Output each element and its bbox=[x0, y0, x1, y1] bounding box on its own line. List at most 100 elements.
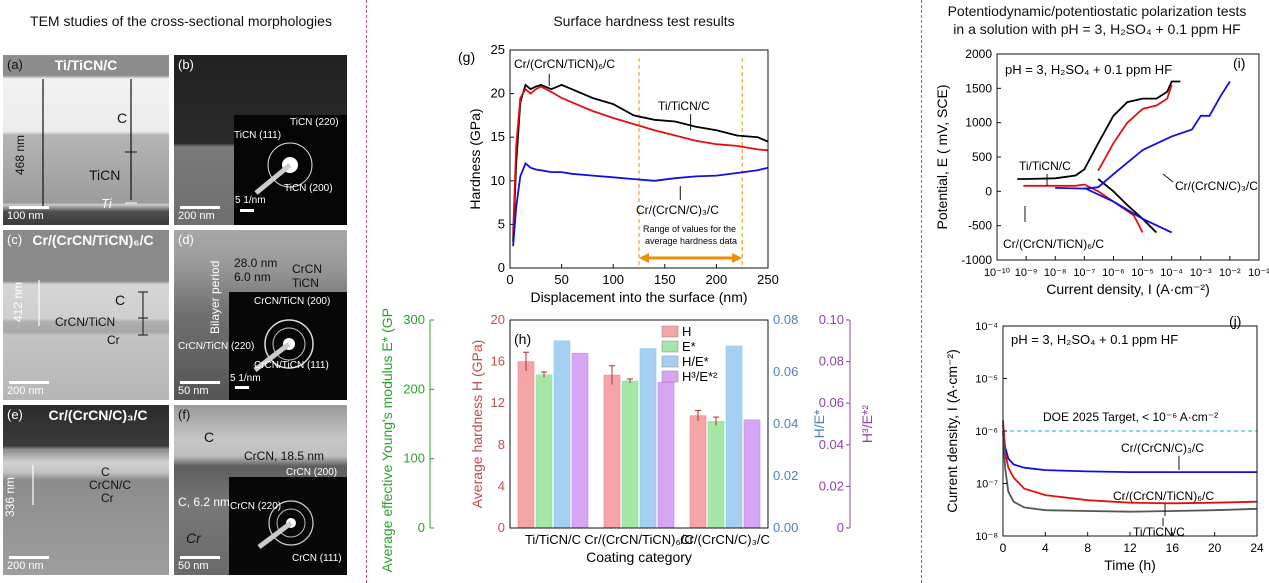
y-tick-label-i: -1000 bbox=[961, 253, 992, 267]
category-label-h: Ti/TiCN/C bbox=[525, 532, 581, 547]
x-tick-label-i: 10⁻⁶ bbox=[1102, 267, 1125, 279]
panel-label-g: (g) bbox=[458, 49, 475, 65]
tem-e-thickness: 336 nm bbox=[3, 476, 17, 517]
scale-bar-c bbox=[9, 381, 49, 384]
y-axis-label-h-H3E2: H³/E*² bbox=[859, 405, 875, 443]
tem-a-annotations bbox=[42, 79, 137, 207]
tem-panel-d: (d) Bilayer period 28.0 nm CrCN 6.0 nm T… bbox=[174, 230, 347, 400]
series-label-j-red: Cr/(CrCN/TiCN)₆/C bbox=[1113, 489, 1214, 503]
y-axis-label-i: Potential, E ( mV, SCE) bbox=[934, 85, 950, 230]
bar-E*-1 bbox=[621, 380, 639, 529]
y-tick-label-h-HE: 0.06 bbox=[773, 364, 798, 379]
chart-g-hardness: Range of values for the average hardness … bbox=[458, 42, 779, 305]
series-label-g-black: Ti/TiCN/C bbox=[658, 99, 710, 113]
x-tick-label-i: 10⁻¹ bbox=[1248, 267, 1269, 279]
chart-i-frame bbox=[996, 53, 1260, 261]
x-tick-label-i: 10⁻⁵ bbox=[1131, 267, 1154, 279]
tem-f-layer-c: C bbox=[204, 429, 215, 445]
y-tick-label-j: 10⁻⁵ bbox=[975, 374, 998, 386]
y-tick-label-g: 0 bbox=[498, 260, 505, 275]
y-tick-label-h-E: 0 bbox=[418, 520, 425, 535]
y-tick-label-j: 10⁻⁷ bbox=[976, 479, 998, 491]
range-arrowhead-left bbox=[639, 253, 649, 263]
y-tick-label-j: 10⁻⁶ bbox=[975, 426, 998, 438]
tem-c-layer-c: C bbox=[115, 292, 126, 308]
x-tick-label-j: 8 bbox=[1084, 541, 1091, 555]
tem-d-l1: CrCN bbox=[292, 262, 322, 276]
bar-H³/E*²-1 bbox=[657, 382, 675, 529]
panel-label-i: (i) bbox=[1233, 55, 1245, 71]
target-label-j: DOE 2025 Target, < 10⁻⁶ A·cm⁻² bbox=[1043, 410, 1218, 424]
tem-panel-e: (e) Cr/(CrCN/C)₃/C 336 nm C CrCN/C Cr 20… bbox=[3, 405, 169, 575]
x-tick-label-i: 10⁻¹⁰ bbox=[984, 267, 1011, 279]
saed-rings-f bbox=[257, 500, 314, 549]
annotation-j: pH = 3, H₂SO₄ + 0.1 ppm HF bbox=[1011, 332, 1178, 347]
y-tick-label-h-H: 8 bbox=[498, 437, 505, 452]
series-line-j-2 bbox=[1002, 430, 1258, 513]
y-tick-label-g: 25 bbox=[491, 42, 505, 57]
y-axis-label-h-H: Average hardness H (GPa) bbox=[469, 340, 485, 509]
scale-bar-f bbox=[180, 556, 220, 559]
x-tick-label-i: 10⁻⁹ bbox=[1015, 267, 1038, 279]
tem-c-annotations bbox=[38, 280, 148, 336]
saed-b-ring-220: TiCN (220) bbox=[290, 117, 339, 128]
section-title-tem: TEM studies of the cross-sectional morph… bbox=[30, 13, 332, 29]
panel-label-c: (c) bbox=[7, 232, 23, 247]
tem-f-layer-cr: Cr bbox=[186, 530, 201, 546]
series-label-g-blue: Cr/(CrCN/C)₃/C bbox=[636, 203, 719, 217]
x-tick-label-j: 0 bbox=[1000, 541, 1007, 555]
bar-H/E*-0 bbox=[553, 340, 571, 529]
legend-label-h: H³/E*² bbox=[682, 369, 718, 384]
y-tick-label-h-H3E2: 0.08 bbox=[819, 354, 844, 369]
saed-d-ring-220: CrCN/TiCN (220) bbox=[178, 341, 255, 352]
series-label-j-blue: Cr/(CrCN/C)₃/C bbox=[1121, 441, 1204, 455]
legend-swatch-h bbox=[661, 325, 679, 338]
y-axis-label-h-HE: H/E* bbox=[811, 409, 827, 438]
tem-panel-f: (f) C CrCN, 18.5 nm C, 6.2 nm Cr CrCN (2… bbox=[174, 405, 347, 575]
divider-left bbox=[366, 0, 367, 583]
saed-pattern-f bbox=[229, 477, 347, 575]
x-tick-label-g: 250 bbox=[757, 272, 779, 287]
x-axis-label-h: Coating category bbox=[586, 549, 692, 565]
y-tick-label-h-H3E2: 0 bbox=[837, 520, 844, 535]
panel-label-e: (e) bbox=[7, 407, 23, 422]
saed-f-ring-200: CrCN (200) bbox=[286, 467, 338, 478]
y-tick-label-h-H: 4 bbox=[498, 478, 505, 493]
x-axis-label-j: Time (h) bbox=[1104, 557, 1156, 573]
bar-H/E*-1 bbox=[639, 348, 657, 529]
panel-label-a: (a) bbox=[7, 57, 23, 72]
x-tick-label-g: 0 bbox=[506, 272, 513, 287]
section-title-polarization: Potentiodynamic/potentiostatic polarizat… bbox=[947, 3, 1247, 19]
x-tick-label-j: 20 bbox=[1208, 541, 1222, 555]
series-label-i-blue: Cr/(CrCN/C)₃/C bbox=[1175, 179, 1258, 193]
legend-swatch-h bbox=[661, 340, 679, 353]
saed-f-ring-220: CrCN (220) bbox=[230, 501, 282, 512]
scale-bar-a bbox=[9, 206, 49, 209]
y-tick-label-j: 10⁻⁸ bbox=[975, 531, 998, 543]
saed-pattern-d: 5 1/nm bbox=[229, 292, 347, 400]
x-tick-label-j: 12 bbox=[1123, 541, 1137, 555]
tem-f-c-thickness: C, 6.2 nm bbox=[178, 495, 231, 509]
y-tick-label-h-H3E2: 0.02 bbox=[819, 478, 844, 493]
series-line-g-0 bbox=[512, 83, 769, 242]
bar-H/E*-2 bbox=[725, 345, 743, 529]
tem-d-l2-value: 6.0 nm bbox=[234, 270, 271, 284]
y-tick-label-h-HE: 0.08 bbox=[773, 312, 798, 327]
saed-d-ring-200: CrCN/TiCN (200) bbox=[254, 296, 331, 307]
series-line-j-0 bbox=[1002, 424, 1257, 473]
bar-E*-2 bbox=[707, 420, 725, 529]
chart-g-frame bbox=[509, 49, 769, 269]
bar-H-2 bbox=[689, 415, 707, 529]
x-tick-label-g: 100 bbox=[602, 272, 624, 287]
saed-b-ring-200: TiCN (200) bbox=[284, 183, 333, 194]
tem-e-layer-mid: CrCN/C bbox=[89, 478, 131, 492]
tem-panel-b: (b) 5 1/nm TiCN (111) TiCN (220) TiCN (2… bbox=[174, 55, 347, 225]
saed-rings-d bbox=[235, 319, 314, 389]
section-title-polarization-solution: in a solution with pH = 3, H₂SO₄ + 0.1 p… bbox=[953, 21, 1241, 37]
y-tick-label-h-H3E2: 0.10 bbox=[819, 312, 844, 327]
saed-d-scale: 5 1/nm bbox=[230, 373, 261, 384]
pointer-i-blue bbox=[1162, 173, 1174, 183]
tem-c-title: Cr/(CrCN/TiCN)₆/C bbox=[32, 232, 154, 248]
tem-e-annotations bbox=[32, 465, 34, 505]
scale-bar-d bbox=[180, 381, 220, 384]
